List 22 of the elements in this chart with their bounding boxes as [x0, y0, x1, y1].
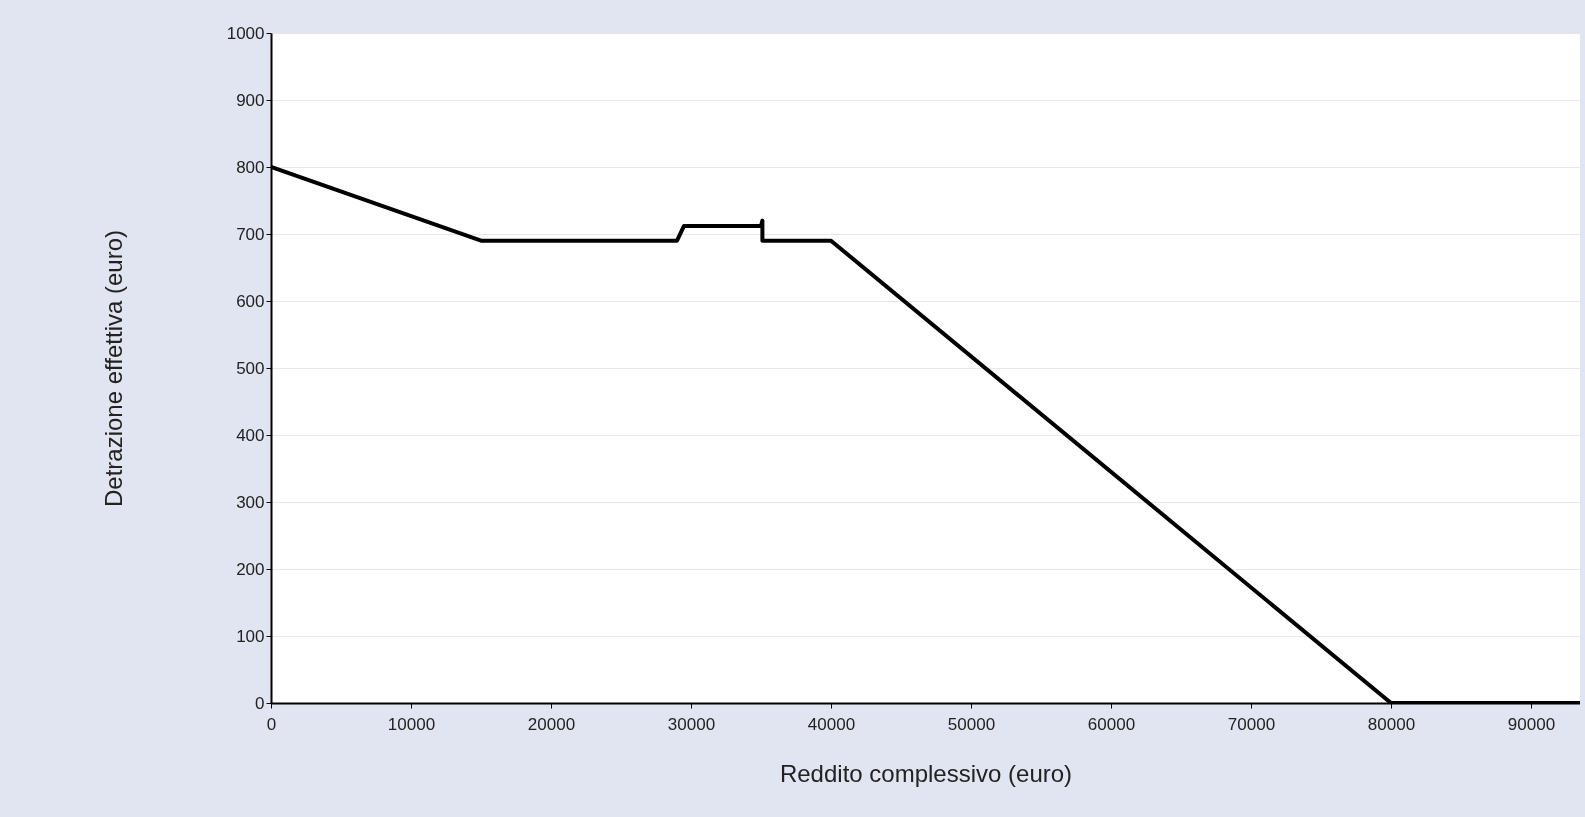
y-tick-label: 0 — [255, 693, 265, 713]
y-tick-label: 600 — [236, 291, 265, 311]
x-tick-label: 90000 — [1507, 714, 1556, 734]
y-tick-label: 1000 — [226, 23, 265, 43]
y-tick-label: 500 — [236, 358, 265, 378]
y-tick-label: 200 — [236, 559, 265, 579]
y-tick-label: 800 — [236, 157, 265, 177]
x-tick-label: 40000 — [807, 714, 856, 734]
y-tick-label: 700 — [236, 224, 265, 244]
x-tick-label: 10000 — [387, 714, 436, 734]
x-tick-label: 30000 — [667, 714, 716, 734]
y-tick-label: 900 — [236, 90, 265, 110]
y-tick-label: 400 — [236, 425, 265, 445]
x-tick-label: 80000 — [1367, 714, 1416, 734]
y-tick-label: 100 — [236, 626, 265, 646]
x-tick-label: 70000 — [1227, 714, 1276, 734]
x-tick-label: 60000 — [1087, 714, 1136, 734]
x-tick-label: 20000 — [527, 714, 576, 734]
y-tick-label: 300 — [236, 492, 265, 512]
x-axis-title: Reddito complessivo (euro) — [779, 759, 1073, 787]
y-axis-title: Detrazione effettiva (euro) — [99, 229, 127, 508]
x-tick-label: 50000 — [947, 714, 996, 734]
